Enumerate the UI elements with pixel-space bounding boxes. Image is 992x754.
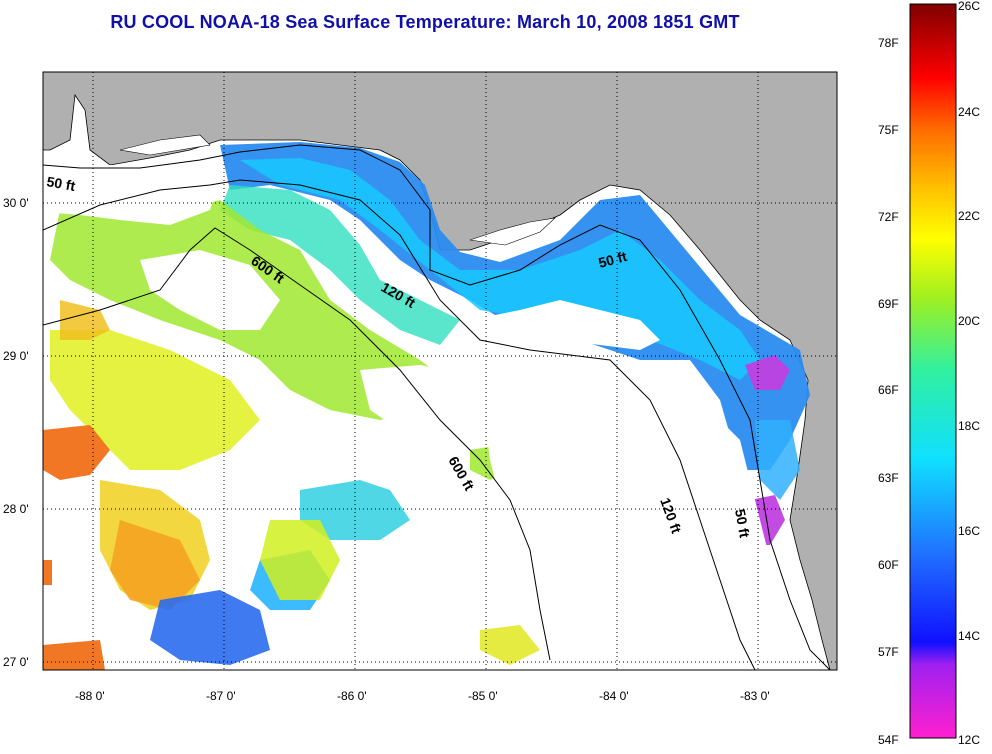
map-title: RU COOL NOAA-18 Sea Surface Temperature:…: [110, 12, 740, 32]
colorbar-c-label: 14C: [958, 629, 980, 643]
colorbar-f-label: 72F: [878, 210, 899, 224]
bay: [469, 217, 556, 246]
colorbar-c-label: 24C: [958, 105, 980, 119]
colorbar-f-label: 57F: [878, 645, 899, 659]
lon-label: -83 0': [740, 689, 770, 703]
colorbar-f-label: 54F: [878, 733, 899, 747]
lon-label: -86 0': [337, 689, 367, 703]
lat-label: 29 0': [3, 349, 29, 363]
colorbar-f-label: 75F: [878, 123, 899, 137]
colorbar-fahrenheit-labels: 78F 75F 72F 69F 66F 63F 60F 57F 54F: [878, 36, 899, 747]
lat-label: 27 0': [3, 655, 29, 669]
colorbar-c-label: 20C: [958, 314, 980, 328]
colorbar: [909, 3, 957, 739]
contour-600ft: [43, 227, 551, 661]
contour-50ft-west: [43, 144, 831, 670]
colorbar-f-label: 63F: [878, 471, 899, 485]
colorbar-f-label: 69F: [878, 297, 899, 311]
colorbar-celsius-labels: 26C 24C 22C 20C 18C 16C 14C 12C: [958, 0, 980, 747]
colorbar-c-label: 18C: [958, 419, 980, 433]
colorbar-f-label: 66F: [878, 383, 899, 397]
lat-label: 28 0': [3, 502, 29, 516]
contour-label-50ft: 50 ft: [732, 508, 753, 539]
colorbar-c-label: 12C: [958, 733, 980, 747]
colorbar-c-label: 26C: [958, 0, 980, 13]
lon-label: -84 0': [599, 689, 629, 703]
latitude-axis: 30 0' 29 0' 28 0' 27 0': [3, 196, 29, 669]
map-frame: [42, 71, 838, 671]
graticule: [43, 72, 837, 670]
contour-120ft: [43, 179, 756, 670]
colorbar-c-label: 16C: [958, 524, 980, 538]
contour-label-50ft: 50 ft: [597, 248, 629, 271]
lon-label: -85 0': [468, 689, 498, 703]
lat-label: 30 0': [3, 196, 29, 210]
bay: [119, 134, 211, 156]
colorbar-f-label: 78F: [878, 36, 899, 50]
longitude-axis: -88 0' -87 0' -86 0' -85 0' -84 0' -83 0…: [75, 689, 770, 703]
colorbar-f-label: 60F: [878, 558, 899, 572]
lon-label: -87 0': [206, 689, 236, 703]
contour-label-50ft: 50 ft: [45, 173, 76, 194]
colorbar-c-label: 22C: [958, 209, 980, 223]
lon-label: -88 0': [75, 689, 105, 703]
